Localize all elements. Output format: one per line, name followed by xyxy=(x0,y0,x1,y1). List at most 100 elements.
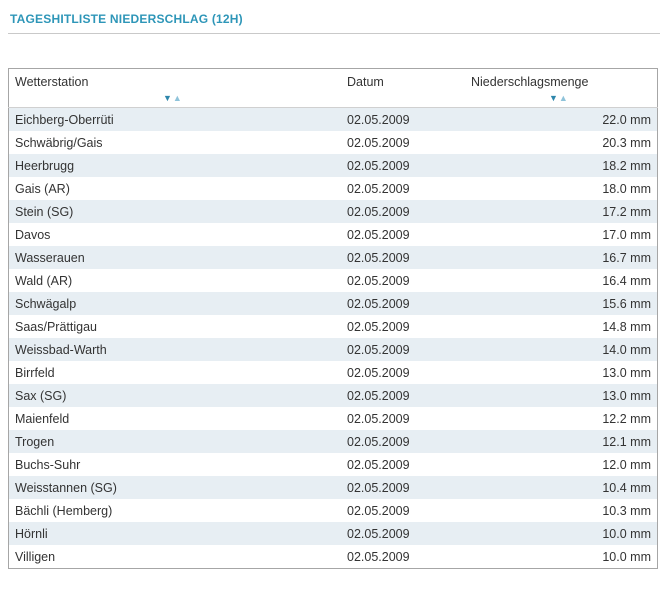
amount-cell: 10.3 mm xyxy=(602,503,651,518)
table-row: Eichberg-Oberrüti 02.05.2009 22.0 mm xyxy=(8,107,658,131)
station-cell: Wasserauen xyxy=(8,246,341,269)
station-cell: Wald (AR) xyxy=(15,273,73,288)
column-label-niederschlagsmenge: Niederschlagsmenge xyxy=(471,75,589,89)
amount-cell: 20.3 mm xyxy=(602,135,651,150)
station-cell: Weissbad-Warth xyxy=(8,338,341,361)
station-cell: Stein (SG) xyxy=(8,200,341,223)
table-body: Eichberg-Oberrüti 02.05.2009 22.0 mm Schwäb… xyxy=(8,107,658,569)
amount-cell: 10.0 mm xyxy=(465,522,658,545)
date-cell: 02.05.2009 xyxy=(341,430,465,453)
station-cell: Schwägalp xyxy=(8,292,341,315)
station-cell: Buchs-Suhr xyxy=(15,457,81,472)
table-row: Trogen 02.05.2009 12.1 mm xyxy=(8,430,658,453)
date-cell: 02.05.2009 xyxy=(341,246,465,269)
column-label-datum: Datum xyxy=(347,75,384,89)
date-cell: 02.05.2009 xyxy=(341,522,465,545)
table-row: Saas/Prättigau 02.05.2009 14.8 mm xyxy=(9,315,658,338)
amount-cell: 17.2 mm xyxy=(465,200,658,223)
table-row: Bächli (Hemberg) 02.05.2009 10.3 mm xyxy=(9,499,658,522)
station-cell: Weisstannen (SG) xyxy=(8,476,341,499)
date-cell: 02.05.2009 xyxy=(347,411,410,426)
date-cell: 02.05.2009 xyxy=(347,181,410,196)
station-cell: Schwäbrig/Gais xyxy=(15,135,103,150)
title-divider xyxy=(8,33,660,34)
station-cell: Davos xyxy=(15,227,51,242)
sort-control-niederschlagsmenge[interactable]: ▼▲ xyxy=(549,91,651,105)
sort-control-wetterstation[interactable]: ▼▲ xyxy=(163,91,335,105)
table-row: Weissbad-Warth 02.05.2009 14.0 mm xyxy=(8,338,658,361)
date-cell: 02.05.2009 xyxy=(341,200,465,223)
station-cell: Birrfeld xyxy=(15,365,55,380)
sort-descending-icon[interactable]: ▼ xyxy=(549,93,559,103)
page-title: TAGESHITLISTE NIEDERSCHLAG (12H) xyxy=(10,12,243,26)
amount-cell: 22.0 mm xyxy=(465,107,658,131)
station-cell: Gais (AR) xyxy=(15,181,70,196)
column-header-niederschlagsmenge: Niederschlagsmenge ▼▲ xyxy=(465,68,658,108)
column-header-wetterstation: Wetterstation ▼▲ xyxy=(8,68,341,108)
station-cell: Hörnli xyxy=(8,522,341,545)
date-cell: 02.05.2009 xyxy=(341,338,465,361)
amount-cell: 18.0 mm xyxy=(602,181,651,196)
date-cell: 02.05.2009 xyxy=(347,549,410,564)
date-cell: 02.05.2009 xyxy=(347,503,410,518)
table-row: Weisstannen (SG) 02.05.2009 10.4 mm xyxy=(8,476,658,499)
sort-ascending-icon[interactable]: ▲ xyxy=(558,93,569,103)
table-row: Davos 02.05.2009 17.0 mm xyxy=(9,223,658,246)
amount-cell: 10.4 mm xyxy=(465,476,658,499)
date-cell: 02.05.2009 xyxy=(347,457,410,472)
date-cell: 02.05.2009 xyxy=(347,273,410,288)
header-row: Wetterstation ▼▲ Datum Niederschlagsmeng… xyxy=(8,68,658,108)
station-cell: Sax (SG) xyxy=(8,384,341,407)
table-row: Gais (AR) 02.05.2009 18.0 mm xyxy=(9,177,658,200)
date-cell: 02.05.2009 xyxy=(341,384,465,407)
station-cell: Eichberg-Oberrüti xyxy=(8,107,341,131)
sort-ascending-icon[interactable]: ▲ xyxy=(172,93,183,103)
date-cell: 02.05.2009 xyxy=(347,365,410,380)
amount-cell: 12.1 mm xyxy=(465,430,658,453)
precipitation-table: Wetterstation ▼▲ Datum Niederschlagsmeng… xyxy=(8,68,658,569)
amount-cell: 16.4 mm xyxy=(602,273,651,288)
date-cell: 02.05.2009 xyxy=(341,292,465,315)
table-row: Hörnli 02.05.2009 10.0 mm xyxy=(8,522,658,545)
table-row: Maienfeld 02.05.2009 12.2 mm xyxy=(9,407,658,430)
station-cell: Maienfeld xyxy=(15,411,70,426)
station-cell: Saas/Prättigau xyxy=(15,319,97,334)
table-row: Schwäbrig/Gais 02.05.2009 20.3 mm xyxy=(9,131,658,154)
amount-cell: 12.2 mm xyxy=(602,411,651,426)
table-row: Stein (SG) 02.05.2009 17.2 mm xyxy=(8,200,658,223)
column-label-wetterstation: Wetterstation xyxy=(15,75,89,89)
amount-cell: 10.0 mm xyxy=(602,549,651,564)
amount-cell: 14.0 mm xyxy=(465,338,658,361)
sort-descending-icon[interactable]: ▼ xyxy=(163,93,173,103)
table-row: Sax (SG) 02.05.2009 13.0 mm xyxy=(8,384,658,407)
table-row: Wasserauen 02.05.2009 16.7 mm xyxy=(8,246,658,269)
date-cell: 02.05.2009 xyxy=(347,135,410,150)
date-cell: 02.05.2009 xyxy=(341,154,465,177)
amount-cell: 13.0 mm xyxy=(602,365,651,380)
date-cell: 02.05.2009 xyxy=(347,227,410,242)
table-header: Wetterstation ▼▲ Datum Niederschlagsmeng… xyxy=(8,68,658,108)
amount-cell: 16.7 mm xyxy=(465,246,658,269)
table-row: Heerbrugg 02.05.2009 18.2 mm xyxy=(8,154,658,177)
amount-cell: 12.0 mm xyxy=(602,457,651,472)
station-cell: Villigen xyxy=(15,549,56,564)
station-cell: Trogen xyxy=(8,430,341,453)
amount-cell: 14.8 mm xyxy=(602,319,651,334)
date-cell: 02.05.2009 xyxy=(341,476,465,499)
table-row: Birrfeld 02.05.2009 13.0 mm xyxy=(9,361,658,384)
amount-cell: 18.2 mm xyxy=(465,154,658,177)
amount-cell: 13.0 mm xyxy=(465,384,658,407)
date-cell: 02.05.2009 xyxy=(347,319,410,334)
table-row: Wald (AR) 02.05.2009 16.4 mm xyxy=(9,269,658,292)
station-cell: Heerbrugg xyxy=(8,154,341,177)
station-cell: Bächli (Hemberg) xyxy=(15,503,113,518)
table-row: Schwägalp 02.05.2009 15.6 mm xyxy=(8,292,658,315)
precipitation-table-container: Wetterstation ▼▲ Datum Niederschlagsmeng… xyxy=(8,68,658,569)
amount-cell: 15.6 mm xyxy=(465,292,658,315)
table-row: Villigen 02.05.2009 10.0 mm xyxy=(9,545,658,569)
column-header-datum: Datum xyxy=(341,68,465,108)
date-cell: 02.05.2009 xyxy=(341,107,465,131)
amount-cell: 17.0 mm xyxy=(602,227,651,242)
table-row: Buchs-Suhr 02.05.2009 12.0 mm xyxy=(9,453,658,476)
